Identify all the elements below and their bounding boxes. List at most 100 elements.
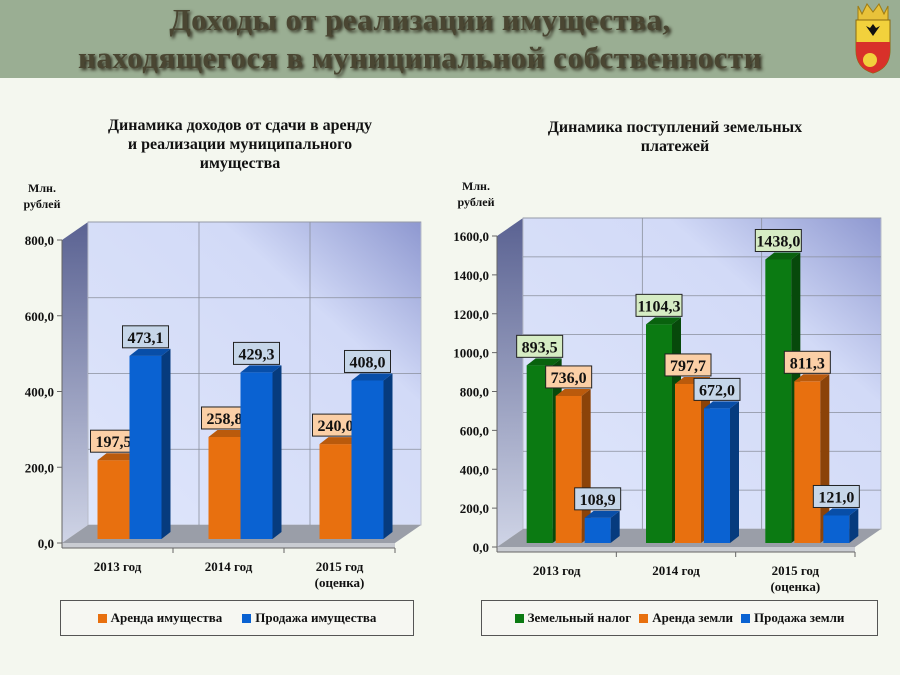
data-label: 893,5 — [522, 339, 558, 356]
chart1-legend: Аренда имущества Продажа имущества — [60, 600, 414, 636]
chart2-legend: Земельный налог Аренда земли Продажа зем… — [481, 600, 878, 636]
chart2-ylabel: рублей — [457, 195, 495, 209]
chart1-ylabel: Млн. — [28, 181, 56, 195]
data-label: 473,1 — [128, 330, 164, 347]
side-wall — [497, 218, 523, 547]
bar-top — [319, 437, 361, 445]
bar: 408,0 — [344, 349, 393, 539]
bar-top — [555, 388, 591, 396]
bar: 473,1 — [122, 325, 171, 539]
data-label: 1104,3 — [637, 298, 680, 315]
data-label: 811,3 — [790, 355, 825, 372]
bar-top — [208, 429, 250, 437]
bar-top — [765, 252, 801, 260]
slide-title-line2: находящегося в муниципальной собственнос… — [77, 40, 763, 75]
bar-front — [555, 395, 582, 543]
chart1-title-line: имущества — [199, 155, 281, 172]
y-tick-label: 800,0 — [460, 385, 489, 400]
data-label-box — [693, 377, 741, 401]
data-label: 736,0 — [551, 370, 587, 387]
data-label: 121,0 — [818, 489, 854, 506]
bar: 121,0 — [812, 484, 860, 543]
bar: 258,8 — [201, 406, 250, 539]
data-label-box — [122, 325, 169, 349]
legend-item: Продажа земли — [741, 610, 844, 626]
chart2-ylabel: Млн. — [462, 179, 490, 193]
data-label: 240,0 — [318, 418, 354, 435]
legend-swatch — [97, 613, 107, 623]
bar-top — [823, 508, 859, 516]
bar-front — [704, 408, 730, 543]
y-tick-label: 600,0 — [460, 423, 489, 438]
data-label: 197,5 — [96, 434, 132, 451]
bar-top — [97, 453, 139, 461]
data-label-box — [233, 341, 280, 365]
x-tick-label: 2015 год — [772, 563, 820, 578]
x-tick-label: (оценка) — [315, 575, 365, 590]
bar: 108,9 — [574, 487, 622, 543]
data-label: 1438,0 — [756, 233, 800, 250]
data-label-box — [574, 487, 622, 511]
bar-side — [161, 348, 171, 539]
bar-front — [129, 355, 162, 539]
data-label-box — [545, 365, 593, 389]
bar-front — [240, 372, 273, 539]
bar-front — [584, 517, 611, 543]
x-tick-label: 2013 год — [94, 559, 142, 574]
x-tick-label: 2015 год — [316, 559, 364, 574]
bar-front — [765, 259, 792, 543]
y-tick-label: 400,0 — [25, 385, 54, 400]
bar-front — [794, 381, 821, 543]
bar-front — [97, 460, 130, 539]
legend-swatch — [242, 613, 252, 623]
bar-side — [849, 508, 859, 543]
y-tick-label: 200,0 — [460, 501, 489, 516]
bar-top — [584, 510, 620, 518]
bar-front — [675, 383, 701, 543]
bar-side — [272, 365, 282, 539]
x-tick-label: (оценка) — [770, 579, 820, 594]
data-label: 108,9 — [580, 492, 616, 509]
data-label: 797,7 — [670, 358, 706, 375]
legend-label: Аренда имущества — [110, 610, 223, 625]
data-label-box — [754, 228, 802, 252]
x-tick-label: 2014 год — [205, 559, 253, 574]
bar-front — [526, 365, 553, 543]
legend-item: Аренда имущества — [97, 610, 223, 626]
bar-side — [730, 401, 739, 543]
y-tick-label: 1400,0 — [453, 268, 489, 283]
chart2-title-line: Динамика поступлений земельных — [547, 119, 803, 136]
bar-side — [610, 510, 620, 543]
legend-item: Аренда земли — [639, 610, 733, 626]
bar: 672,0 — [693, 377, 741, 543]
coat-of-arms-icon — [855, 3, 891, 74]
chart-2: 0,0 200,0 400,0 600,0 800,0 1000,0 1200,0 1400,… — [453, 217, 882, 594]
y-tick-label: 0,0 — [38, 536, 54, 551]
legend-swatch — [741, 613, 751, 623]
legend-label: Продажа имущества — [255, 610, 377, 625]
bar-top — [351, 373, 393, 381]
data-label-box — [344, 349, 391, 373]
bar-front — [208, 436, 241, 539]
header-banner: Доходы от реализации имущества, находяще… — [0, 0, 900, 78]
x-tick-label: 2013 год — [533, 563, 581, 578]
data-label: 408,0 — [350, 354, 386, 371]
y-tick-label: 600,0 — [25, 309, 54, 324]
data-label: 258,8 — [207, 411, 243, 428]
legend-swatch — [514, 613, 524, 623]
bar-top — [704, 401, 739, 409]
chart2-title-line: платежей — [640, 138, 710, 155]
bar-top — [526, 358, 562, 366]
data-label-box — [635, 293, 683, 317]
y-tick-label: 0,0 — [473, 540, 489, 555]
y-tick-label: 800,0 — [25, 233, 54, 248]
bar-top — [129, 348, 171, 356]
legend-swatch — [639, 613, 649, 623]
y-tick-label: 1200,0 — [453, 307, 489, 322]
data-label: 672,0 — [699, 382, 735, 399]
slide-title-line1: Доходы от реализации имущества, — [169, 2, 671, 37]
legend-label: Продажа земли — [754, 610, 845, 625]
y-tick-label: 400,0 — [460, 462, 489, 477]
y-tick-label: 1600,0 — [453, 229, 489, 244]
